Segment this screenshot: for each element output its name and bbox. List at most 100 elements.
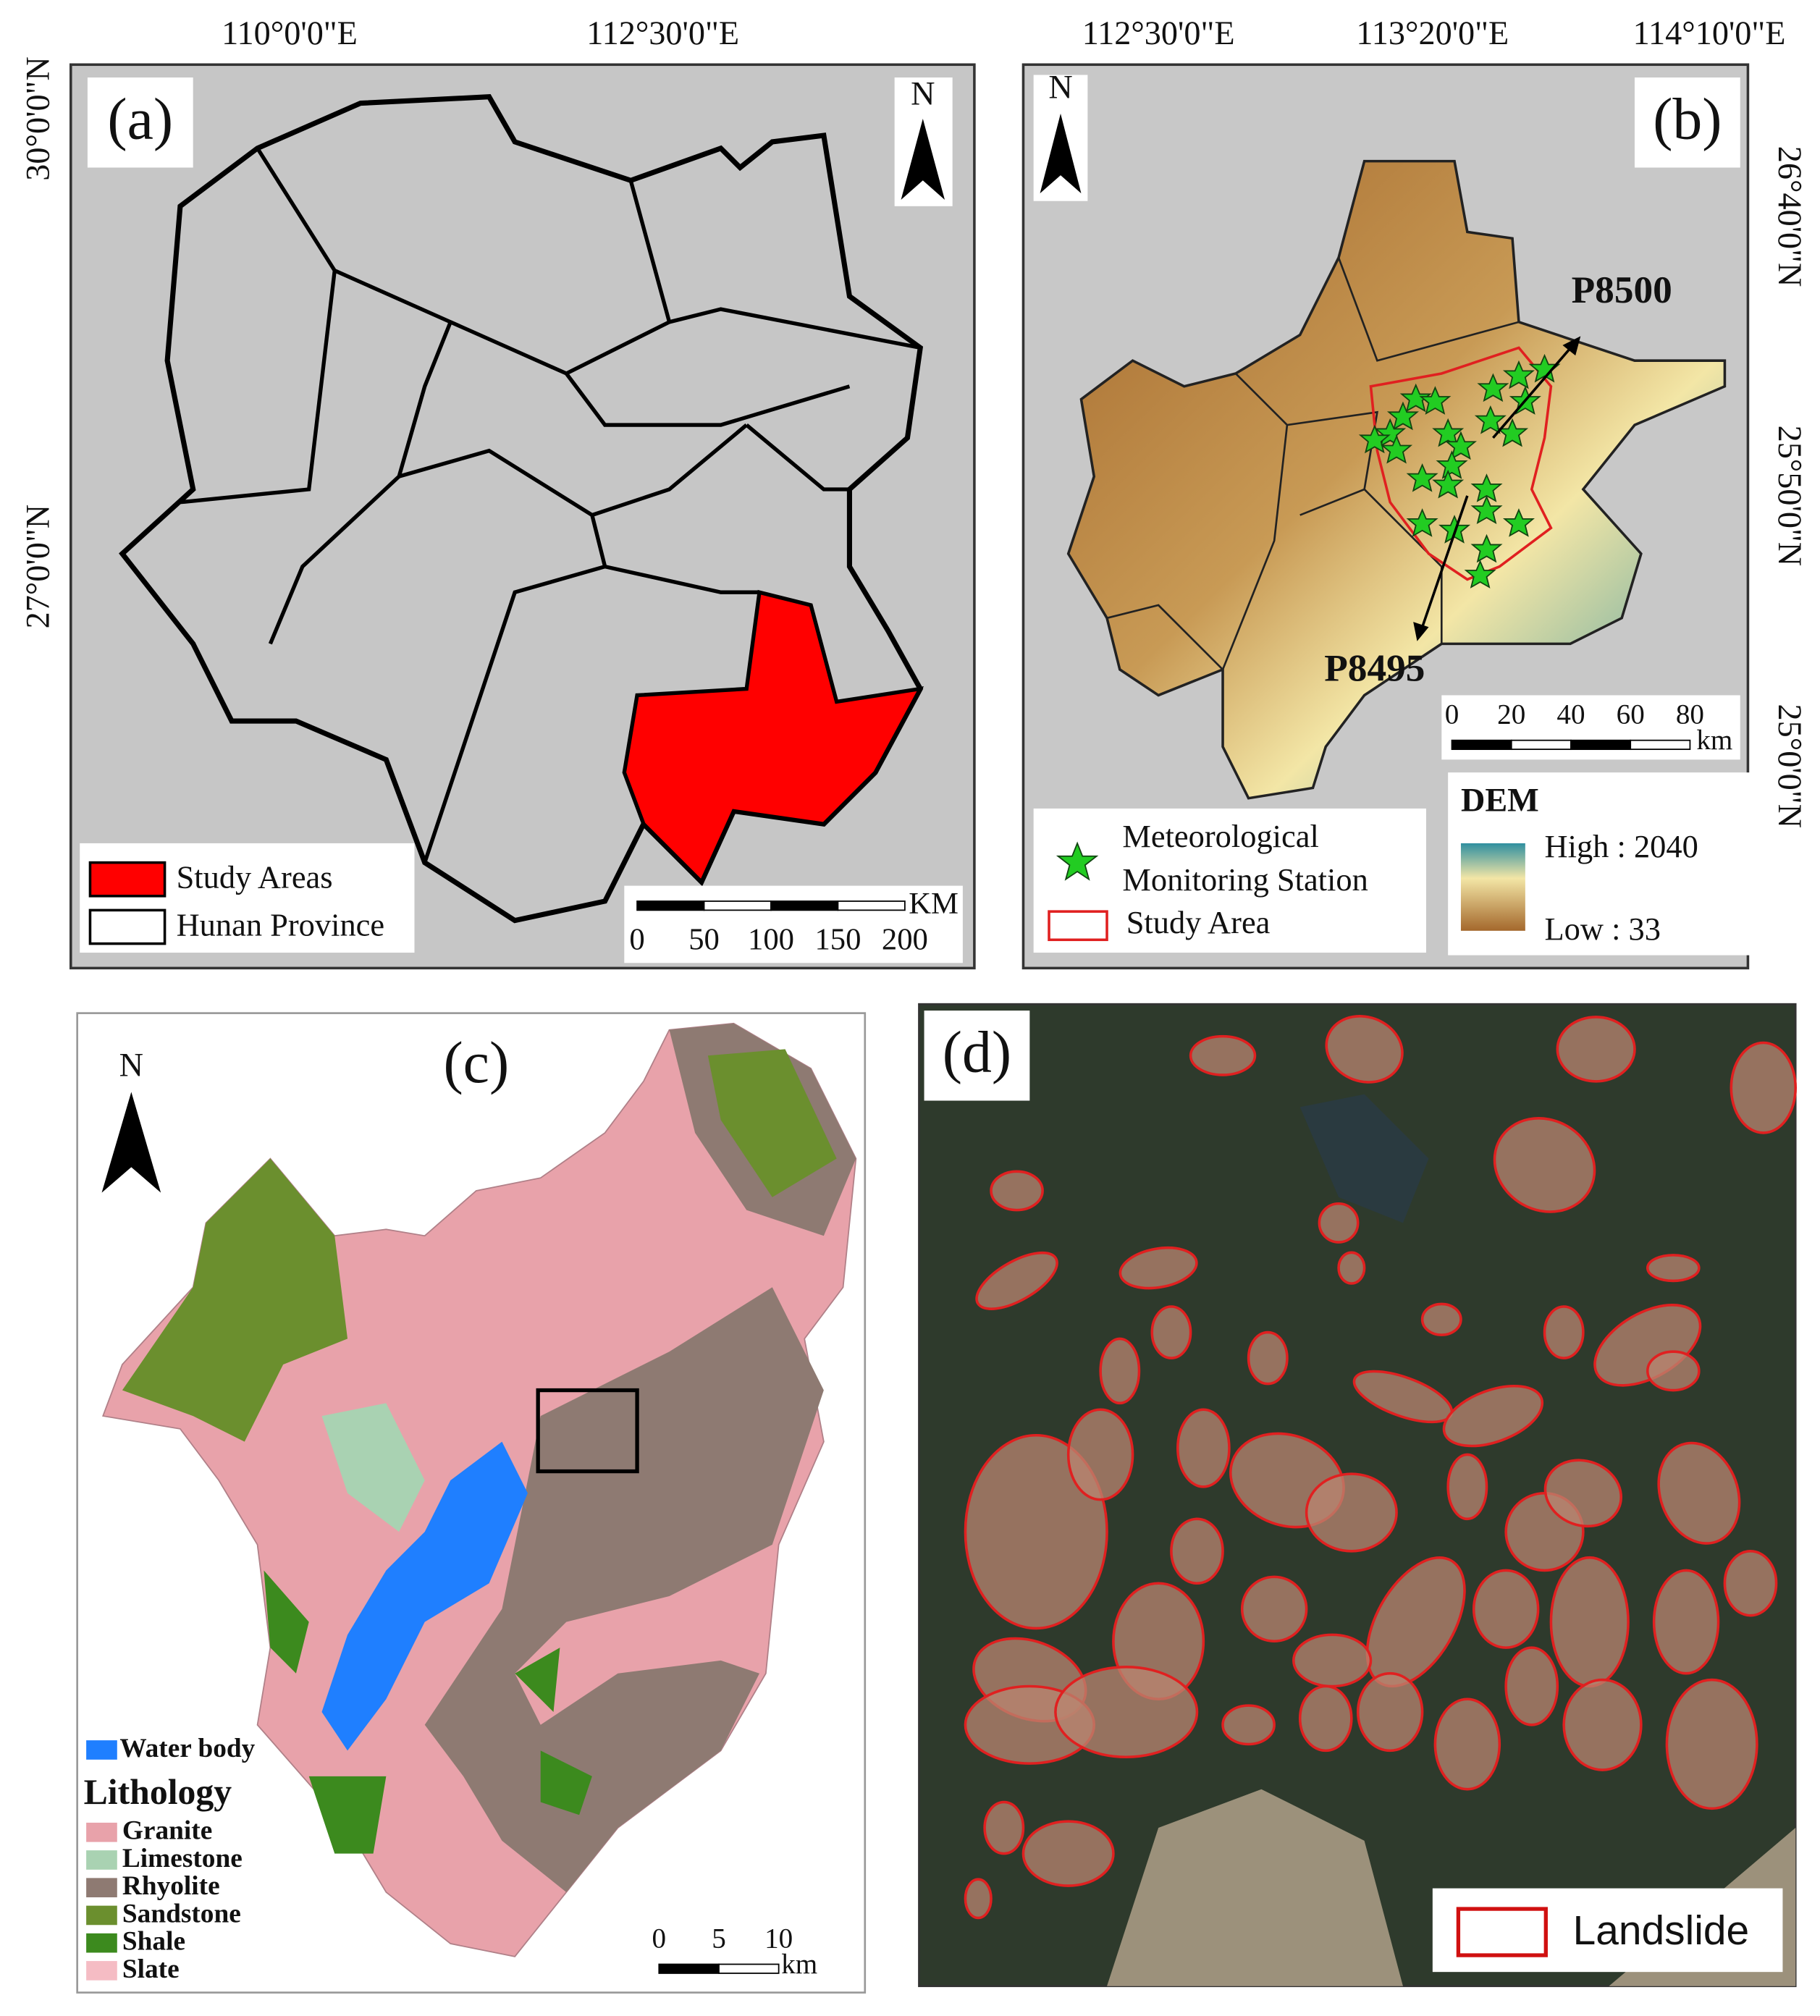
lat-label: 25°0'0"N — [1771, 704, 1808, 827]
landslide — [1665, 1678, 1758, 1810]
scale-unit: KM — [909, 887, 959, 921]
station-star — [1470, 533, 1503, 563]
landslide — [1493, 1117, 1596, 1213]
north-label: N — [1048, 68, 1072, 105]
landslide — [1646, 1350, 1701, 1392]
panel-label: (d) — [943, 1019, 1011, 1085]
landslide — [964, 1878, 993, 1920]
arrow — [1420, 495, 1469, 632]
dem-high: High : 2040 — [1545, 828, 1698, 864]
landslide — [1657, 1441, 1741, 1545]
scale-label: 0 — [652, 1923, 667, 1954]
study-area — [622, 589, 924, 885]
scale-label: 20 — [1497, 699, 1525, 730]
north-arrow — [101, 1092, 161, 1193]
landslide — [1472, 1569, 1540, 1649]
legend-swatch — [86, 1850, 117, 1870]
panel-label: (a) — [107, 86, 173, 152]
legend-label: Study Area — [1126, 904, 1271, 940]
scale-segment — [1451, 739, 1512, 751]
scale-label: 5 — [712, 1923, 726, 1954]
legend-swatch — [86, 1740, 117, 1760]
scale-segment — [1510, 739, 1572, 751]
scale-segment — [837, 901, 906, 911]
label-box — [87, 77, 193, 168]
landslide — [1442, 1384, 1544, 1448]
legend-label: Hunan Province — [177, 906, 385, 942]
station-label: P8495 — [1324, 646, 1425, 690]
landslide — [1420, 1302, 1462, 1336]
landslide — [1118, 1247, 1198, 1290]
station-label: P8500 — [1572, 268, 1672, 311]
landslide — [1170, 1517, 1224, 1585]
lon-label: 110°0'0"E — [222, 14, 358, 51]
scale-label: 200 — [882, 923, 928, 957]
dem-ramp — [1460, 843, 1525, 931]
landslide — [983, 1800, 1025, 1855]
north-arrow — [901, 118, 945, 200]
lon-label: 114°10'0"E — [1633, 14, 1786, 51]
arrow-head — [1562, 336, 1581, 356]
scale-label: 0 — [1445, 699, 1459, 730]
landslide — [1292, 1633, 1373, 1688]
landslides — [964, 1015, 1797, 1920]
legend-swatch — [86, 1933, 117, 1953]
landslide — [1247, 1330, 1289, 1386]
landslide — [964, 1433, 1108, 1630]
landslide — [1543, 1459, 1623, 1528]
landslide — [1446, 1453, 1488, 1521]
legend-swatch — [86, 1905, 117, 1926]
legend-star — [1056, 841, 1099, 881]
panel-d: (d) Landslide — [918, 1003, 1797, 1988]
legend-swatch — [1048, 910, 1108, 942]
landslide — [1221, 1704, 1276, 1746]
landslide — [1646, 1254, 1701, 1283]
landslide — [1556, 1016, 1636, 1083]
landslide — [1730, 1041, 1797, 1134]
landslide — [1021, 1820, 1115, 1887]
label-box — [924, 1011, 1030, 1101]
legend-label: Landslide — [1573, 1907, 1750, 1954]
water-body — [321, 1441, 528, 1751]
panel-c: (c) N Water body Lithology GraniteLimest… — [76, 1012, 867, 1994]
station-star — [1502, 508, 1535, 537]
station-star — [1477, 373, 1509, 402]
station-star — [1474, 405, 1507, 434]
scale-label: 40 — [1556, 699, 1585, 730]
scale-segment — [1630, 739, 1691, 751]
scale-segment — [658, 1963, 720, 1974]
limestone — [321, 1403, 425, 1532]
station-star — [1399, 383, 1432, 413]
scale-label: 0 — [629, 923, 644, 957]
scale-label: 80 — [1676, 699, 1704, 730]
landslide — [1504, 1646, 1559, 1726]
station-star — [1406, 463, 1438, 492]
legend-label: Water body — [119, 1734, 255, 1763]
station-star — [1432, 418, 1465, 447]
landslide — [1562, 1678, 1643, 1771]
panel-label: (b) — [1653, 86, 1722, 152]
landslide — [1652, 1569, 1720, 1675]
north-label: N — [911, 75, 935, 111]
scale-box — [624, 885, 963, 963]
landslide — [1723, 1550, 1778, 1617]
scale-segment — [770, 901, 839, 911]
sandstone — [122, 1158, 348, 1442]
scale-label: 60 — [1617, 699, 1645, 730]
sandstone — [707, 1049, 837, 1197]
bare-ground — [1107, 1789, 1403, 1986]
landslide — [1305, 1472, 1398, 1553]
shale — [264, 1570, 592, 1854]
legend-swatch — [88, 861, 167, 898]
legend-swatch — [88, 908, 167, 945]
inset-box — [536, 1388, 639, 1474]
legend-label: Granite — [122, 1816, 212, 1846]
landslide — [1325, 1015, 1404, 1084]
dem-region — [1066, 159, 1727, 800]
landslide — [1099, 1337, 1141, 1405]
lat-label: 26°40'0"N — [1771, 146, 1808, 287]
